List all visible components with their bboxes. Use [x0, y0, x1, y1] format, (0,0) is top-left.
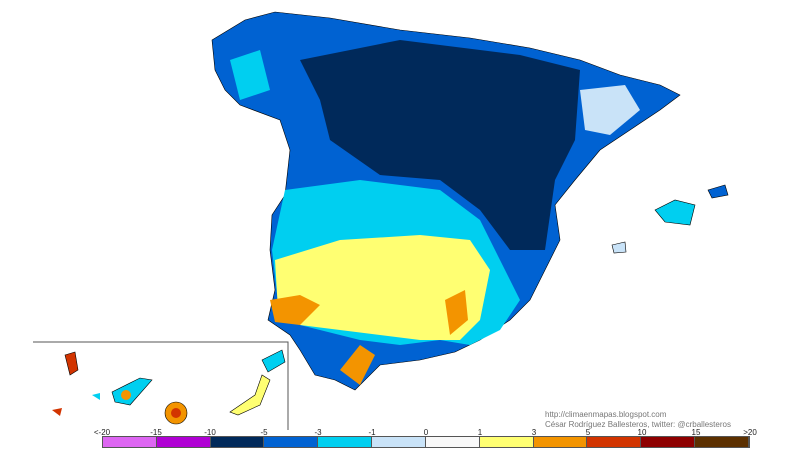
credit-author: César Rodríguez Ballesteros, twitter: @c… — [545, 420, 731, 429]
peninsula — [211, 11, 681, 391]
legend-tick-label: -10 — [204, 428, 216, 437]
legend-tick-label: 3 — [531, 428, 537, 437]
legend-swatch — [641, 437, 696, 447]
credit-url[interactable]: http://climaenmapas.blogspot.com — [545, 410, 667, 419]
canary-islands-inset — [33, 341, 289, 430]
legend-tick-label: -15 — [150, 428, 162, 437]
legend-tick-label: 10 — [637, 428, 647, 437]
legend-swatch — [587, 437, 642, 447]
legend-swatch — [156, 437, 211, 447]
legend-tick-label: 15 — [691, 428, 701, 437]
legend-tick-label: -1 — [368, 428, 376, 437]
legend-swatch — [695, 437, 749, 447]
legend-swatch — [372, 437, 426, 447]
legend-swatch — [425, 437, 480, 447]
legend-swatch — [479, 437, 534, 447]
color-legend — [102, 436, 750, 448]
legend-swatch — [210, 437, 265, 447]
legend-tick-label: -5 — [260, 428, 268, 437]
legend-tick-label: 0 — [423, 428, 429, 437]
legend-swatch — [103, 437, 157, 447]
legend-swatch — [318, 437, 373, 447]
legend-swatch — [264, 437, 319, 447]
legend-swatch — [533, 437, 588, 447]
legend-tick-label: 1 — [477, 428, 483, 437]
balearic-islands — [611, 184, 729, 254]
legend-tick-label: >20 — [743, 428, 757, 437]
legend-tick-label: -3 — [314, 428, 322, 437]
legend-tick-label: 5 — [585, 428, 591, 437]
legend-tick-label: <-20 — [93, 428, 111, 437]
